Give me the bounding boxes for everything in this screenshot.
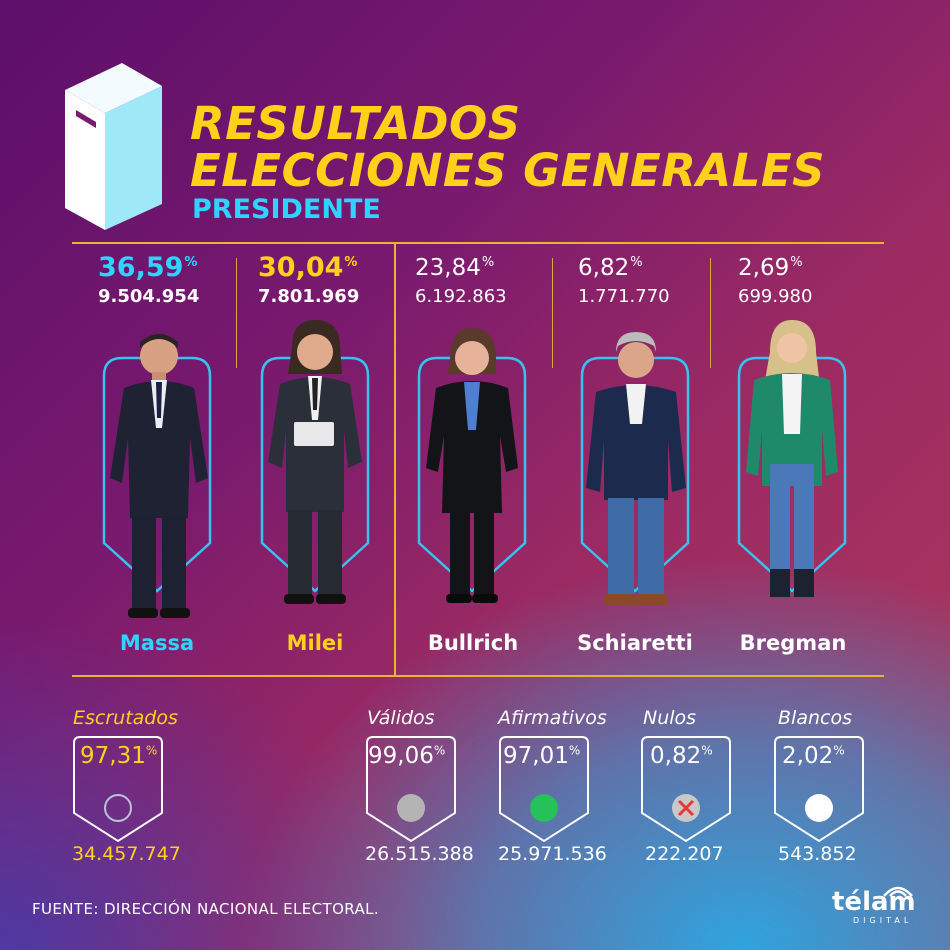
stat-percent: 97,01% (503, 743, 581, 769)
candidate-percent: 6,82% (578, 255, 643, 281)
source-note: FUENTE: DIRECCIÓN NACIONAL ELECTORAL. (32, 900, 380, 918)
candidate-name: Bullrich (427, 631, 519, 655)
empty-circle-icon (104, 794, 132, 822)
candidate-photo-massa (110, 334, 208, 618)
minor-divider (236, 258, 237, 368)
candidate-name: Bregman (739, 631, 847, 655)
signal-icon (883, 886, 913, 897)
candidate-votes: 699.980 (738, 286, 813, 307)
top-divider (72, 242, 884, 244)
stat-label: Válidos (367, 707, 435, 729)
candidate-photo-bregman (746, 320, 838, 597)
stat-percent: 0,82% (650, 743, 713, 769)
stat-value: 25.971.536 (498, 843, 607, 865)
main-vertical-divider (394, 242, 396, 675)
candidate-votes: 9.504.954 (98, 286, 200, 307)
candidate-name: Schiaretti (577, 631, 693, 655)
candidate-name: Milei (286, 631, 344, 655)
minor-divider (552, 258, 553, 368)
stat-shield-frame (774, 736, 864, 843)
candidate-votes: 7.801.969 (258, 286, 360, 307)
stat-label: Blancos (778, 707, 852, 729)
stat-percent: 97,31% (80, 743, 158, 769)
candidate-percent: 30,04% (258, 252, 358, 283)
candidate-votes: 6.192.863 (415, 286, 507, 307)
gray-circle-icon (397, 794, 425, 822)
red-cross-icon (672, 794, 700, 822)
candidate-votes: 1.771.770 (578, 286, 670, 307)
candidate-photo-bullrich (426, 328, 518, 603)
bottom-divider (72, 675, 884, 677)
candidate-percent: 23,84% (415, 255, 495, 281)
candidate-photo-milei (268, 320, 362, 604)
candidate-photo-schiaretti (586, 332, 686, 606)
telam-logo: télam (832, 887, 916, 917)
candidate-frame (737, 356, 847, 593)
stat-label: Escrutados (73, 707, 178, 729)
stat-value: 34.457.747 (72, 843, 181, 865)
title-line-2: ELECCIONES GENERALES (190, 144, 826, 197)
white-circle-icon (805, 794, 833, 822)
subtitle: PRESIDENTE (192, 194, 381, 225)
minor-divider (710, 258, 711, 368)
candidate-frame (417, 356, 527, 593)
candidate-percent: 2,69% (738, 255, 803, 281)
stat-label: Nulos (643, 707, 697, 729)
stat-shield-frame (73, 736, 163, 843)
stat-shield-frame (499, 736, 589, 843)
telam-logo-sub: DIGITAL (853, 916, 913, 925)
stat-shield-frame (366, 736, 456, 843)
candidate-percent: 36,59% (98, 252, 198, 283)
title-line-1: RESULTADOS (190, 97, 521, 150)
stat-percent: 2,02% (782, 743, 845, 769)
stat-value: 26.515.388 (365, 843, 474, 865)
stat-value: 543.852 (778, 843, 857, 865)
stat-percent: 99,06% (368, 743, 446, 769)
ballot-box-icon (65, 63, 162, 230)
green-circle-icon (530, 794, 558, 822)
stat-label: Afirmativos (498, 707, 607, 729)
stat-shield-frame (641, 736, 731, 843)
stat-value: 222.207 (645, 843, 724, 865)
candidate-name: Massa (119, 631, 195, 655)
